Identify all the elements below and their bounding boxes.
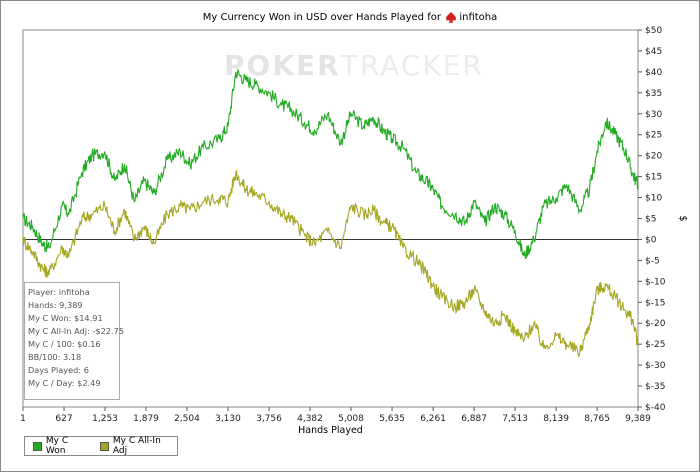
y-tick-label: $40 [645,68,662,78]
stat-per-day: My C / Day: $2.49 [28,378,101,388]
y-tick-label: $-35 [645,382,665,392]
legend-label-all-in-adj: My C All-In Adj [112,436,161,456]
stat-per-100: My C / 100: $0.16 [28,339,101,349]
stat-player: Player: infitoha [28,287,90,297]
y-tick-label: $25 [645,131,662,141]
x-tick-label: 7,513 [502,414,528,424]
y-tick-label: $-5 [645,256,660,266]
x-tick-label: 3,756 [256,414,282,424]
spade-logo-icon [446,12,457,23]
x-tick-label: 1 [20,414,26,424]
series-line-my-c-won [22,67,639,260]
x-tick-label: 9,389 [625,414,651,424]
y-axis-label: $ [677,215,688,221]
x-tick-label: 5,635 [379,414,405,424]
chart-title-player: infitoha [459,12,498,23]
y-tick-label: $20 [645,152,662,162]
y-tick-label: $-15 [645,298,665,308]
chart-title-text: My Currency Won in USD over Hands Played… [202,12,441,23]
y-tick-label: $50 [645,26,662,36]
y-tick-label: $-30 [645,361,666,371]
x-tick-label: 8,139 [543,414,569,424]
x-tick-label: 5,008 [338,414,364,424]
stat-hands: Hands: 9,389 [28,300,83,310]
stat-my-c-won: My C Won: $14.91 [28,313,103,323]
x-tick-label: 6,261 [420,414,446,424]
y-tick-label: $10 [645,194,662,204]
stat-bb-100: BB/100: 3.18 [28,352,82,362]
series-line-all-in-adj [22,169,639,357]
y-tick-label: $-10 [645,277,666,287]
y-tick-label: $30 [645,110,662,120]
pokertracker-watermark: POKERTRACKER [224,49,484,82]
y-tick-label: $5 [645,215,656,225]
legend-item-all-in-adj: My C All-In Adj [100,436,177,456]
legend-swatch-all-in-adj [100,441,109,451]
x-tick-label: 3,130 [215,414,241,424]
legend: My C Won My C All-In Adj [24,436,178,456]
x-tick-label: 8,765 [584,414,610,424]
y-tick-label: $0 [645,235,657,245]
legend-item-my-c-won: My C Won [33,436,90,456]
legend-swatch-my-c-won [33,441,42,451]
y-tick-label: $15 [645,173,662,183]
stat-days-played: Days Played: 6 [28,365,89,375]
y-tick-label: $45 [645,47,662,57]
x-tick-label: 627 [55,414,72,424]
x-tick-label: 6,887 [461,414,487,424]
legend-label-my-c-won: My C Won [45,436,69,456]
x-tick-label: 4,382 [297,414,323,424]
y-tick-label: $-20 [645,319,666,329]
x-axis-label: Hands Played [298,425,363,436]
stats-box: Player: infitoha Hands: 9,389 My C Won: … [24,282,125,400]
chart-title: My Currency Won in USD over Hands Played… [0,12,700,24]
stat-all-in-adj: My C All-In Adj: -$22.75 [28,326,125,336]
x-tick-label: 1,879 [133,414,159,424]
y-tick-label: $-25 [645,340,665,350]
x-tick-label: 1,253 [92,414,118,424]
y-tick-label: $35 [645,89,662,99]
y-tick-label: $-40 [645,403,666,413]
x-tick-label: 2,504 [174,414,200,424]
